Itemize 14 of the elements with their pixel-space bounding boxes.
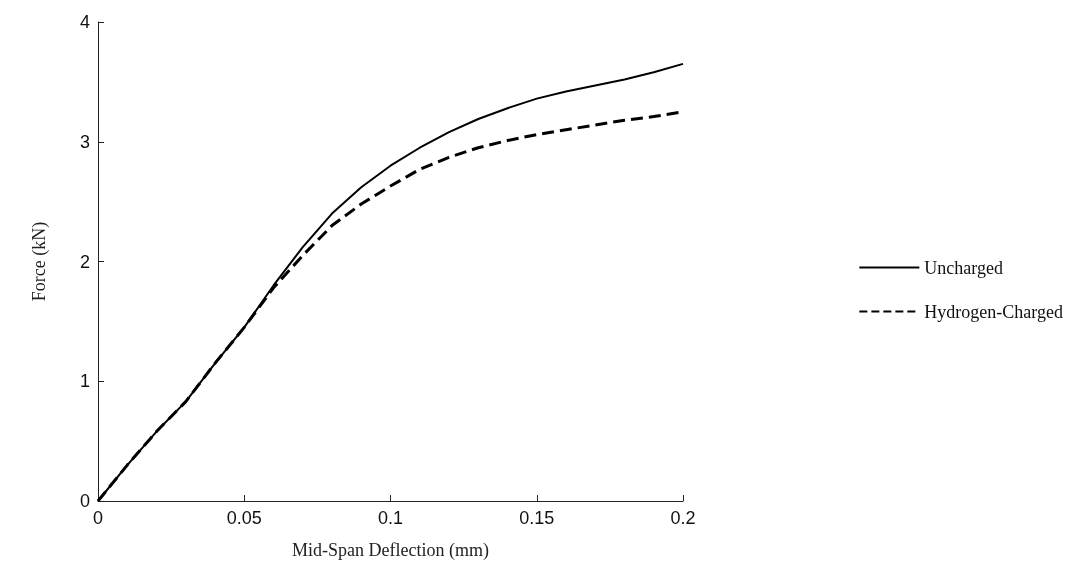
y-tick-label: 2 bbox=[79, 251, 90, 272]
x-tick-label: 0.1 bbox=[377, 508, 404, 528]
x-axis-title: Mid-Span Deflection (mm) bbox=[292, 540, 489, 561]
y-tick-label: 3 bbox=[79, 131, 90, 152]
y-axis-title: Force (kN) bbox=[29, 221, 50, 302]
y-tick-label: 1 bbox=[79, 371, 90, 392]
x-tick-label: 0.05 bbox=[226, 508, 262, 528]
x-tick-label: 0 bbox=[92, 508, 104, 528]
y-tick-label: 4 bbox=[79, 12, 90, 32]
x-tick-label: 0.2 bbox=[670, 508, 696, 528]
legend-label: Hydrogen-Charged bbox=[924, 301, 1064, 322]
x-tick-label: 0.15 bbox=[519, 508, 555, 528]
legend-label: Uncharged bbox=[924, 257, 1004, 278]
y-tick-label: 0 bbox=[79, 491, 90, 511]
